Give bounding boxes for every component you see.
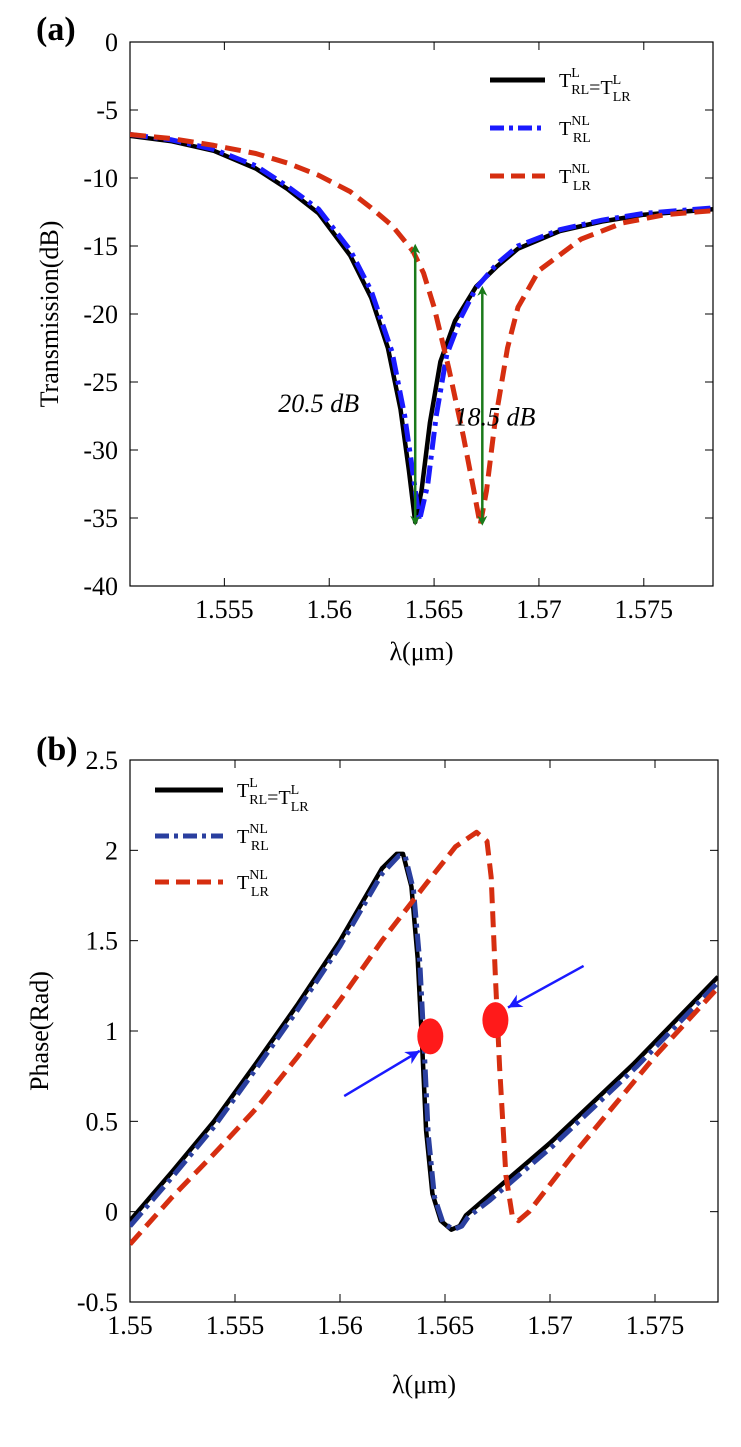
annotation-text: 20.5 dB <box>278 389 359 418</box>
legend-text-part: T <box>559 70 571 92</box>
y-tick-label: -10 <box>83 164 118 193</box>
y-tick-label: -20 <box>83 300 118 329</box>
legend-text-part: RL <box>251 839 269 854</box>
legend-text-part: T <box>237 826 249 848</box>
series-group <box>130 829 718 1246</box>
annotation-text: 18.5 dB <box>454 403 535 432</box>
legend-label-nl_rl: TNL RL <box>237 822 269 854</box>
legend-text-part: LR <box>291 800 310 815</box>
highlight-marker <box>482 1002 509 1039</box>
legend-text-part: T <box>237 872 249 894</box>
y-tick-label: 1 <box>105 1017 118 1046</box>
x-tick-label: 1.56 <box>317 1311 363 1340</box>
y-tick-label: -15 <box>83 232 118 261</box>
y-axis-title: Phase(Rad) <box>25 971 54 1091</box>
y-tick-label: -25 <box>83 368 118 397</box>
x-axis-title: λ(μm) <box>392 1370 456 1399</box>
x-tick-label: 1.565 <box>416 1311 475 1340</box>
legend-text-part: NL <box>571 114 590 129</box>
series-line-nl_rl <box>130 853 718 1233</box>
pointer-arrow <box>343 1049 421 1098</box>
legend-label-lin: TL RL=TL LR <box>237 776 309 815</box>
y-tick-label: 0 <box>105 28 118 57</box>
legend-label-nl_rl: TNL RL <box>559 114 591 146</box>
y-tick-label: 1.5 <box>86 927 119 956</box>
legend-text-part: LR <box>573 179 592 194</box>
y-tick-label: -0.5 <box>77 1288 118 1317</box>
panel-label: (a) <box>36 11 76 48</box>
y-tick-label: -40 <box>83 572 118 601</box>
legend-text-part: NL <box>249 822 268 837</box>
legend-text-part: RL <box>573 131 591 146</box>
y-tick-label: 0 <box>105 1198 118 1227</box>
x-tick-label: 1.56 <box>306 595 352 624</box>
legend-text-part: T <box>278 787 290 809</box>
series-line-nl_lr <box>130 829 718 1246</box>
x-tick-label: 1.57 <box>527 1311 573 1340</box>
x-tick-label: 1.575 <box>626 1311 685 1340</box>
legend-text-part: = <box>267 787 278 809</box>
legend-text-part: T <box>600 77 612 99</box>
legend-text-part: T <box>559 118 571 140</box>
highlight-marker <box>417 1018 444 1055</box>
series-line-lin <box>130 133 713 525</box>
legend-text-part: T <box>559 166 571 188</box>
legend-text-part: L <box>571 66 580 81</box>
series-line-nl_rl <box>130 132 713 524</box>
pointer-arrow <box>507 964 585 1009</box>
legend-text-part: RL <box>249 793 267 808</box>
legend-text-part: L <box>291 783 300 798</box>
legend-text-part: L <box>613 73 622 88</box>
series-group <box>130 132 713 528</box>
legend-label-lin: TL RL=TL LR <box>559 66 631 105</box>
y-tick-label: -30 <box>83 436 118 465</box>
y-tick-label: 2 <box>105 836 118 865</box>
legend-text-part: NL <box>249 868 268 883</box>
x-tick-label: 1.555 <box>206 1311 265 1340</box>
legend-text-part: LR <box>613 90 632 105</box>
legend-label-nl_lr: TNL LR <box>559 162 591 194</box>
y-tick-label: 2.5 <box>86 746 119 775</box>
x-tick-label: 1.55 <box>107 1311 153 1340</box>
x-tick-label: 1.565 <box>405 595 464 624</box>
x-tick-label: 1.575 <box>615 595 674 624</box>
y-axis-title: Transmission(dB) <box>35 221 64 408</box>
x-tick-label: 1.555 <box>195 595 254 624</box>
legend-text-part: RL <box>571 83 589 98</box>
panel-a: 1.555 1.56 1.565 1.57 1.575 0 -5 -10 -15 -20 -25 -3… <box>35 11 714 666</box>
y-tick-label: -35 <box>83 504 118 533</box>
legend-label-nl_lr: TNL LR <box>237 868 269 900</box>
legend-text-part: L <box>249 776 258 791</box>
y-tick-label: 0.5 <box>86 1107 119 1136</box>
x-tick-label: 1.57 <box>516 595 562 624</box>
y-tick-label: -5 <box>96 96 118 125</box>
series-line-nl_lr <box>130 132 713 528</box>
panel-label: (b) <box>36 731 78 768</box>
legend-text-part: T <box>237 780 249 802</box>
legend-text-part: = <box>589 77 600 99</box>
legend-text-part: LR <box>251 885 270 900</box>
legend-text-part: NL <box>571 162 590 177</box>
panel-b: 1.55 1.555 1.56 1.565 1.57 1.575 -0.5 0 0.5 1 1.5 2… <box>25 731 719 1399</box>
x-axis-title: λ(μm) <box>389 637 453 666</box>
